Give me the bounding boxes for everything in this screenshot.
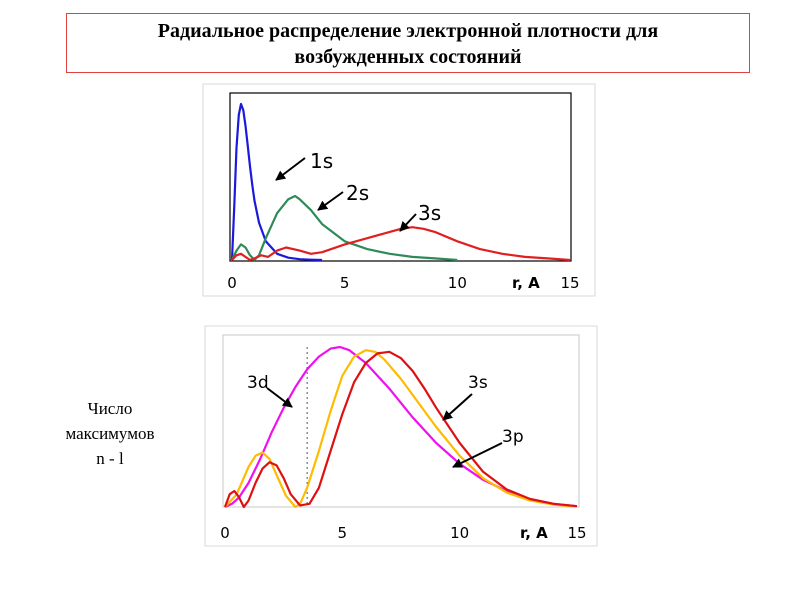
title-line-2: возбужденных состояний <box>294 46 522 68</box>
chart-1-arrow-3s <box>399 213 417 232</box>
chart-2-label-3p: 3p <box>502 427 524 447</box>
chart-2-arrow-3p <box>452 442 503 468</box>
chart-2-label-3d: 3d <box>247 373 269 393</box>
chart-2-arrow-3s <box>442 393 473 421</box>
title-line-1: Радиальное распределение электронной пло… <box>157 20 659 42</box>
side-note: Число максимумов n - l <box>40 396 180 471</box>
chart-2-series-3s <box>223 350 578 509</box>
chart-1-series-3s <box>231 226 571 262</box>
chart-1-x-tick: 0 <box>227 274 237 292</box>
side-note-line-3: n - l <box>96 449 124 468</box>
chart-1-x-tick: 15 <box>560 274 579 292</box>
chart-2-x-tick: 0 <box>220 524 230 542</box>
chart-1-label-2s: 2s <box>346 181 369 205</box>
slide-title: Радиальное распределение электронной пло… <box>66 13 750 73</box>
chart-2: 0 5 10 15 r, A 3d 3s 3p <box>204 325 598 547</box>
chart-2-xlabel: r, A <box>520 524 548 542</box>
chart-1-plot-area <box>229 92 572 262</box>
chart-1-arrow-1s <box>275 157 306 181</box>
chart-1-frame <box>202 83 596 297</box>
chart-1-series-1s <box>230 102 323 262</box>
chart-1-series-2s <box>231 194 458 262</box>
chart-2-x-tick: 10 <box>450 524 469 542</box>
chart-2-plot-area <box>222 334 580 508</box>
chart-1: 0 5 10 15 r, A 1s 2s 3s <box>202 83 596 297</box>
chart-1-x-tick: 5 <box>340 274 350 292</box>
chart-2-x-tick: 15 <box>567 524 586 542</box>
chart-1-x-tick: 10 <box>448 274 467 292</box>
chart-1-label-1s: 1s <box>310 149 333 173</box>
chart-2-arrow-3d <box>266 387 293 408</box>
chart-1-xlabel: r, A <box>512 274 540 292</box>
side-note-line-2: максимумов <box>65 424 155 443</box>
chart-2-series-3p <box>224 349 578 509</box>
chart-2-x-tick: 5 <box>338 524 348 542</box>
chart-1-arrow-2s <box>317 191 344 211</box>
chart-1-label-3s: 3s <box>418 201 441 225</box>
chart-2-label-3s: 3s <box>468 373 488 393</box>
side-note-line-1: Число <box>87 399 133 418</box>
